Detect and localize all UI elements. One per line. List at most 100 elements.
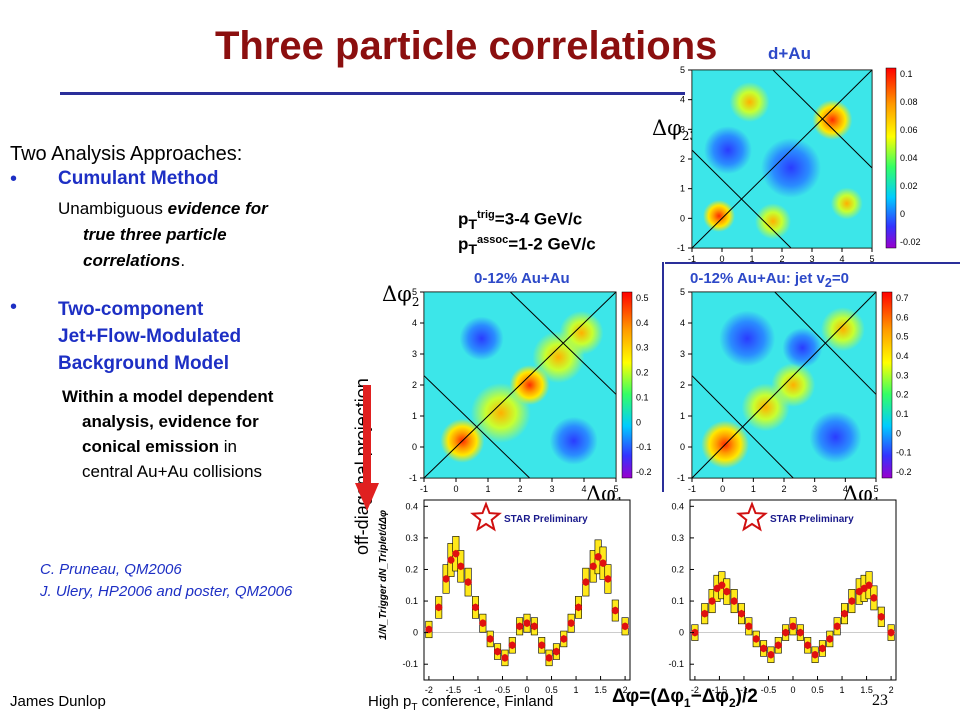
heatmap-panel: -1 0 1 2 3 4 5 -1 0 1 2 3 4 5 0.7 0.6 0.5 0.4 0.3 0.2 0.1 0 -0…	[677, 287, 912, 494]
colorbar-label: 0.1	[900, 69, 913, 79]
x-tick-label: -1.5	[446, 685, 462, 695]
x-tick-label: 5	[873, 484, 878, 494]
data-point	[435, 603, 443, 611]
anti-diagonal-line	[774, 291, 877, 395]
x-tick-label: 2	[889, 685, 894, 695]
star-preliminary-label: STAR Preliminary	[770, 514, 854, 525]
data-point	[574, 603, 583, 611]
data-point	[840, 610, 849, 618]
x-tick-label: -1	[688, 254, 696, 264]
data-point	[789, 622, 797, 630]
anti-diagonal-line	[691, 149, 792, 249]
slide-title: Three particle correlations	[215, 24, 718, 68]
footer-author: James Dunlop	[10, 693, 106, 710]
data-point	[804, 641, 812, 649]
pt-value: =1-2 GeV/c	[508, 234, 596, 254]
data-point	[833, 622, 841, 630]
cumulant-description: Unambiguous evidence for true three part…	[58, 196, 268, 274]
heatmap-blob	[820, 307, 865, 352]
x-tick-label: 3	[812, 484, 817, 494]
x-tick-label: -1	[420, 484, 428, 494]
eq-text: )/2	[735, 686, 758, 707]
data-point	[701, 610, 709, 618]
dphi-text: Δφ	[382, 282, 412, 306]
colorbar-label: -0.1	[896, 448, 912, 458]
data-point	[708, 597, 716, 605]
colorbar-label: 0	[900, 209, 905, 219]
colorbar-label: 0.1	[636, 392, 649, 402]
bullet-dot: •	[10, 296, 18, 318]
down-arrow-icon	[355, 385, 379, 511]
heatmap-blob	[755, 203, 791, 240]
projection-ylabel: 1/N_Trigger dN_Triplet/dΔφ	[378, 510, 389, 640]
bullet-cumulant: Cumulant Method	[58, 168, 219, 189]
data-point	[767, 651, 775, 659]
data-point	[452, 550, 460, 558]
data-point	[464, 578, 472, 586]
heatmap-blob	[809, 411, 862, 464]
data-point	[516, 622, 524, 630]
x-tick-label: 5	[869, 254, 874, 264]
data-point	[479, 619, 487, 627]
dphi-sub: 2	[411, 295, 420, 310]
y-tick-label: 0.4	[405, 501, 418, 511]
colorbar	[881, 291, 893, 479]
colorbar-label: -0.2	[636, 467, 652, 477]
page-number: 23	[872, 692, 888, 709]
y-tick-label: 1	[680, 184, 685, 194]
heatmap-blob	[729, 82, 770, 123]
footer-sub: T	[411, 702, 418, 713]
panel-label-sub: 2	[824, 276, 832, 290]
panel-label-auau: 0-12% Au+Au	[474, 270, 570, 287]
eq-sub: 2	[728, 695, 736, 710]
x-tick-label: 1.5	[860, 685, 873, 695]
data-point	[782, 629, 790, 637]
x-tick-label: 1	[840, 685, 845, 695]
data-point	[442, 575, 450, 583]
anti-diagonal-line	[423, 375, 530, 479]
data-point	[796, 629, 804, 637]
pt-text: p	[458, 234, 469, 254]
projection-panel: -2 -1.5 -1 -0.5 0 0.5 1 1.5 2 0.4 0.3 0.2 0.1 0 -0.1 ST…	[402, 499, 631, 695]
bullet-line: Two-component	[58, 299, 204, 320]
y-tick-label: 3	[680, 349, 685, 359]
y-tick-label: 0.3	[671, 533, 684, 543]
heatmap-blob	[459, 316, 504, 361]
data-point	[567, 619, 575, 627]
x-tick-label: 1	[485, 484, 490, 494]
dau-label: d+Au	[768, 44, 811, 63]
x-tick-label: 1	[751, 484, 756, 494]
x-tick-label: 0	[524, 685, 529, 695]
bullet-line: Jet+Flow-Modulated	[58, 326, 242, 347]
x-axis-equation: Δφ=(Δφ1−Δφ2)/2	[612, 686, 758, 710]
data-point	[493, 647, 502, 656]
pt-sub: T	[468, 242, 478, 259]
colorbar	[885, 67, 897, 249]
colorbar-label: 0.4	[636, 318, 649, 328]
y-tick-label: 0	[413, 628, 418, 638]
y-tick-label: 2	[680, 154, 685, 164]
data-point	[552, 647, 561, 656]
data-point	[530, 622, 538, 630]
y-tick-label: 0.2	[671, 564, 684, 574]
y-tick-label: 2	[412, 380, 417, 390]
data-point	[865, 581, 873, 589]
x-tick-label: 1	[749, 254, 754, 264]
colorbar-label: 0.2	[636, 368, 649, 378]
y-tick-label: 0	[412, 442, 417, 452]
y-tick-label: 3	[412, 349, 417, 359]
x-tick-label: 2	[781, 484, 786, 494]
sub-text-emph: true three particle	[83, 225, 227, 244]
pt-sub: T	[468, 217, 478, 234]
y-tick-label: 0.2	[405, 564, 418, 574]
data-point	[887, 629, 895, 637]
x-tick-label: 3	[549, 484, 554, 494]
y-tick-label: 1	[412, 411, 417, 421]
heatmap-blob	[704, 126, 752, 175]
y-tick-label: 0	[680, 213, 685, 223]
data-point	[457, 562, 465, 570]
y-tick-label: 2	[680, 380, 685, 390]
data-point	[745, 622, 753, 630]
y-tick-label: 5	[680, 65, 685, 75]
heatmap-blob	[741, 383, 790, 432]
